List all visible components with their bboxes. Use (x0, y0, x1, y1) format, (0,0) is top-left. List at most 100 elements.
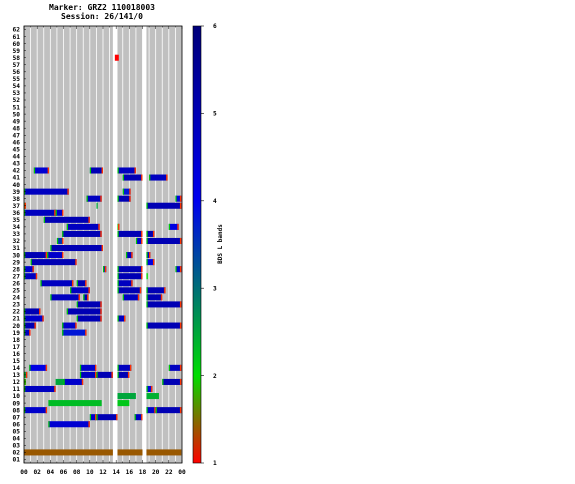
track-segment (146, 252, 151, 259)
track-edge (175, 195, 177, 202)
track-segment (62, 230, 102, 237)
track-edge (149, 252, 151, 259)
y-tick-label: 33 (13, 231, 21, 238)
track-edge (139, 287, 142, 294)
y-tick-label: 05 (13, 428, 21, 435)
track-edge (29, 364, 31, 371)
y-tick-label: 54 (13, 83, 21, 90)
track-segment (50, 245, 103, 252)
y-tick-label: 40 (13, 182, 21, 189)
track-edge (179, 202, 182, 209)
track-segment (76, 301, 102, 308)
y-tick-label: 03 (13, 443, 21, 450)
track-edge (146, 287, 148, 294)
track-segment (62, 329, 87, 336)
y-tick-label: 58 (13, 55, 21, 62)
track-segment (135, 237, 143, 244)
track-edge (146, 202, 148, 209)
track-edge (141, 266, 143, 273)
track-edge (141, 230, 143, 237)
track-edge (29, 329, 31, 336)
track-edge (86, 195, 88, 202)
track-edge (67, 188, 69, 195)
track-edge (63, 378, 65, 385)
y-tick-label: 44 (13, 154, 21, 161)
track-edge (89, 414, 92, 421)
track-segment (24, 315, 44, 322)
track-edge (62, 329, 64, 336)
track-segment (29, 364, 48, 371)
track-segment (117, 315, 126, 322)
track-edge (39, 308, 41, 315)
track-edge (129, 195, 131, 202)
track-segment (117, 400, 130, 407)
y-tick-label: 10 (13, 393, 21, 400)
y-tick-label: 45 (13, 147, 21, 154)
track-segment (134, 414, 143, 421)
track-edge (66, 223, 68, 230)
track-segment (146, 385, 153, 393)
colorbar-tick-label: 4 (213, 198, 217, 205)
track-edge (30, 259, 32, 266)
track-segment (76, 315, 102, 322)
track-segment (83, 294, 89, 301)
track-segment (146, 322, 182, 329)
track-segment (24, 407, 48, 414)
y-tick-label: 62 (13, 27, 21, 34)
track-edge (71, 280, 74, 287)
track-edge (32, 266, 34, 273)
track-edge (117, 273, 119, 280)
track-edge (127, 371, 130, 378)
track-edge (117, 371, 119, 378)
track-segment (24, 188, 69, 195)
track-edge (168, 364, 171, 371)
track-segment (43, 216, 90, 223)
track-segment (24, 322, 36, 329)
track-edge (100, 195, 102, 202)
track-edge (104, 266, 107, 273)
track-edge (146, 237, 148, 244)
track-edge (40, 280, 42, 287)
track-edge (88, 287, 90, 294)
y-tick-label: 30 (13, 252, 21, 259)
track-edge (179, 407, 182, 414)
data-gap (112, 26, 118, 463)
track-segment (86, 195, 102, 202)
track-edge (95, 371, 97, 378)
track-segment (149, 174, 168, 181)
track-edge (116, 414, 118, 421)
track-edge (35, 273, 38, 280)
y-tick-label: 29 (13, 259, 21, 266)
track-edge (100, 308, 102, 315)
track-segment (24, 385, 56, 393)
y-tick-label: 07 (13, 414, 21, 421)
track-edge (179, 237, 182, 244)
y-tick-label: 57 (13, 62, 21, 69)
x-tick-label: 10 (86, 469, 94, 476)
track-edge (131, 252, 133, 259)
track-edge (150, 385, 153, 393)
y-tick-label: 06 (13, 421, 21, 428)
track-edge (154, 407, 156, 414)
y-tick-label: 50 (13, 111, 21, 118)
track-edge (100, 315, 102, 322)
colorbar-ticks: 1 2 3 4 5 6 (201, 23, 217, 467)
y-tick-label: 11 (13, 386, 21, 393)
track-edge (25, 371, 28, 378)
track-segment (146, 202, 182, 209)
track-edge (76, 301, 78, 308)
track-edge (122, 174, 124, 181)
track-edge (50, 294, 52, 301)
satellite-tracks (24, 54, 182, 456)
y-tick-label: 37 (13, 203, 21, 210)
y-tick-label: 14 (13, 365, 21, 372)
x-tick-label: 02 (33, 469, 41, 476)
track-edge (179, 301, 182, 308)
track-segment (122, 188, 131, 195)
y-tick-label: 16 (13, 351, 21, 358)
y-tick-label: 27 (13, 273, 21, 280)
track-edge (175, 266, 177, 273)
track-edge (101, 245, 103, 252)
track-edge (122, 294, 124, 301)
x-tick-label: 16 (126, 469, 134, 476)
